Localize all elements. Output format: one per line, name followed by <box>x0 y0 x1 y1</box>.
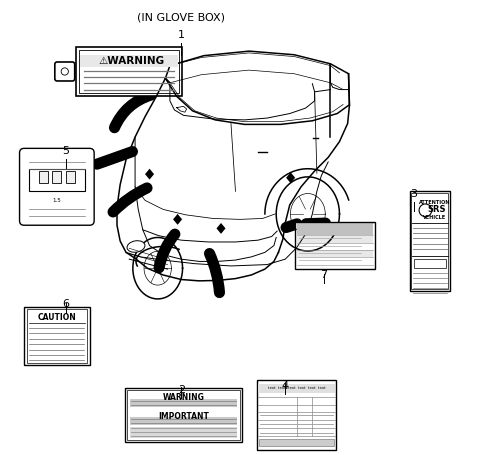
Circle shape <box>61 68 68 75</box>
Text: WARNING: WARNING <box>163 393 204 402</box>
Ellipse shape <box>127 241 145 252</box>
Bar <box>295 222 374 269</box>
Bar <box>130 417 237 425</box>
Bar <box>411 193 448 289</box>
Polygon shape <box>173 214 182 225</box>
Text: ATTENTION: ATTENTION <box>419 200 450 205</box>
Bar <box>27 309 87 363</box>
Bar <box>52 172 61 183</box>
Text: VEHICLE: VEHICLE <box>423 215 446 220</box>
Bar <box>24 307 90 365</box>
Text: 3: 3 <box>410 188 418 198</box>
Bar <box>297 223 373 235</box>
Text: CAUTION: CAUTION <box>37 313 76 323</box>
Text: 6: 6 <box>62 299 70 309</box>
Polygon shape <box>216 223 226 234</box>
Text: ⚠WARNING: ⚠WARNING <box>98 56 165 66</box>
Bar <box>29 169 85 191</box>
Bar <box>257 380 336 450</box>
Bar <box>130 399 237 407</box>
Text: 1: 1 <box>178 30 185 40</box>
Bar <box>127 390 240 440</box>
Text: text  text  text  text  text  text: text text text text text text <box>268 386 325 390</box>
Text: 4: 4 <box>282 381 289 391</box>
Bar <box>79 50 179 93</box>
Bar <box>125 388 242 442</box>
FancyBboxPatch shape <box>20 148 94 225</box>
Text: (IN GLOVE BOX): (IN GLOVE BOX) <box>137 12 225 22</box>
FancyBboxPatch shape <box>55 62 75 81</box>
Bar <box>39 172 48 183</box>
Bar <box>76 46 182 96</box>
Bar <box>66 172 75 183</box>
Bar <box>80 55 178 67</box>
Bar <box>130 427 237 438</box>
Text: 1.5: 1.5 <box>52 198 61 203</box>
Text: 5: 5 <box>62 146 70 156</box>
Bar <box>258 384 335 394</box>
Bar <box>297 236 373 243</box>
Polygon shape <box>286 172 295 183</box>
Bar <box>409 191 450 291</box>
Text: IMPORTANT: IMPORTANT <box>158 412 209 420</box>
Text: 7: 7 <box>320 270 327 280</box>
Text: SRS: SRS <box>428 205 446 214</box>
Bar <box>259 439 334 446</box>
Bar <box>414 259 446 268</box>
Text: 2: 2 <box>178 385 185 395</box>
Polygon shape <box>145 169 154 180</box>
Bar <box>297 250 373 258</box>
